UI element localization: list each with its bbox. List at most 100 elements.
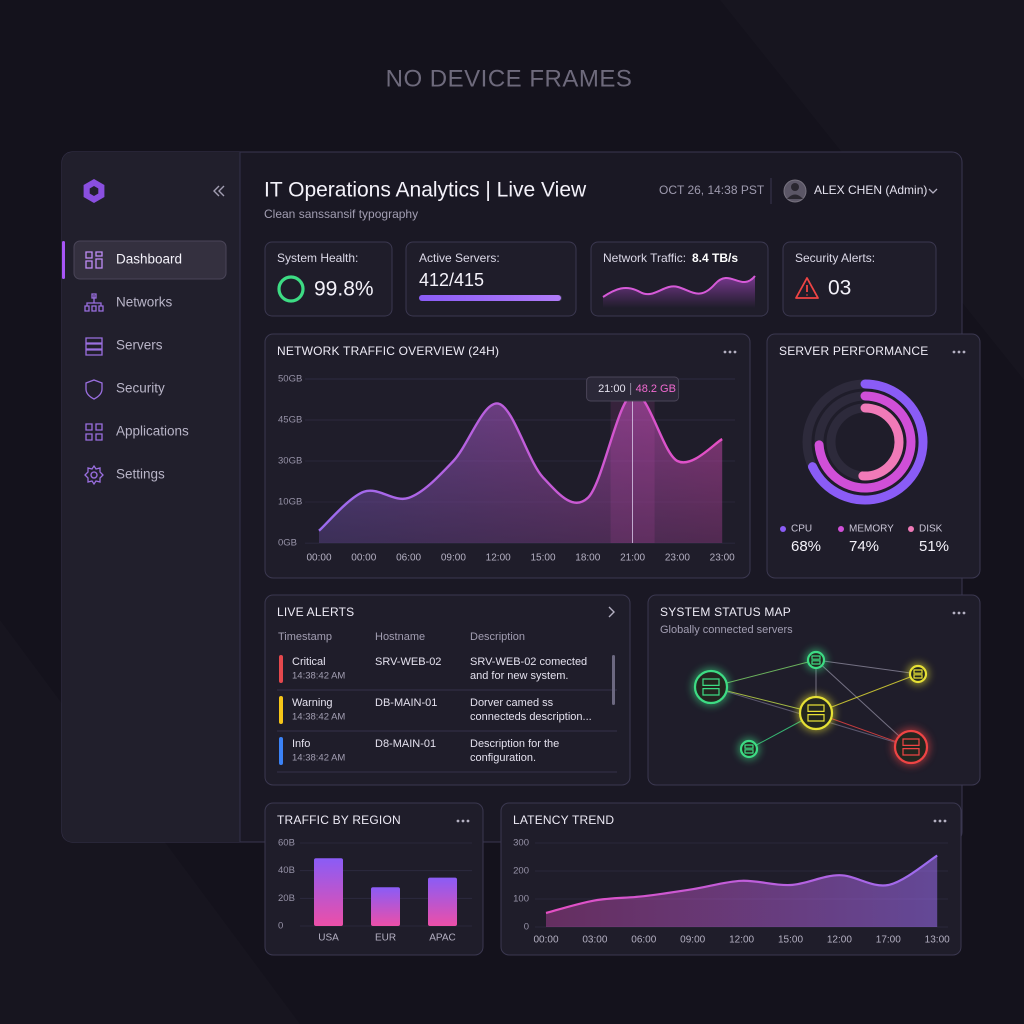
- server-node: [806, 650, 826, 670]
- progress-fill: [419, 295, 561, 301]
- x-tick-label: EUR: [375, 933, 396, 944]
- timestamp: 14:38:42 AM: [292, 753, 345, 764]
- card-menu-dot[interactable]: [957, 611, 961, 615]
- card-menu-dot[interactable]: [728, 350, 732, 354]
- kpi-value: 8.4 TB/s: [692, 251, 738, 265]
- tooltip-value: 48.2 GB: [636, 383, 676, 395]
- y-tick-label: 200: [513, 866, 529, 877]
- user-name[interactable]: ALEX CHEN (Admin): [814, 183, 927, 197]
- severity: Warning: [292, 697, 333, 709]
- kpi-value: 412/415: [419, 270, 484, 290]
- kpi-label: Security Alerts:: [795, 251, 875, 265]
- y-tick-label: 40B: [278, 865, 295, 876]
- nav-item[interactable]: Networks: [116, 295, 173, 310]
- tooltip: [586, 376, 680, 402]
- nav-item[interactable]: Dashboard: [116, 252, 182, 267]
- x-tick-label: 00:00: [533, 935, 558, 946]
- x-tick-label: 00:00: [351, 553, 376, 564]
- hostname: DB-MAIN-01: [375, 697, 437, 709]
- connection: [815, 659, 919, 675]
- card: [766, 333, 981, 579]
- description: Dorver camed ss: [470, 697, 554, 709]
- card-menu-dot[interactable]: [456, 819, 460, 823]
- severity-bar: [279, 696, 283, 724]
- legend-label: DISK: [919, 524, 943, 535]
- column-header: Description: [470, 631, 525, 643]
- card-menu-dot[interactable]: [952, 350, 956, 354]
- nav-icon: [85, 423, 103, 441]
- server-node: [798, 695, 834, 731]
- card-menu-dot[interactable]: [962, 611, 966, 615]
- card-menu-dot[interactable]: [466, 819, 470, 823]
- caption: NO DEVICE FRAMES: [386, 65, 633, 92]
- server-glyph: [811, 655, 821, 665]
- collapse-button[interactable]: [213, 185, 225, 197]
- y-tick-label: 30GB: [278, 456, 302, 467]
- server-node: [693, 669, 729, 705]
- server-node: [893, 729, 929, 765]
- area-fade: [305, 379, 735, 543]
- tooltip-time: 21:00: [598, 383, 626, 395]
- description: and for new system.: [470, 670, 568, 682]
- line: [318, 392, 723, 532]
- avatar-body: [787, 194, 803, 199]
- card-menu-dot[interactable]: [952, 611, 956, 615]
- card-subtitle: Globally connected servers: [660, 624, 793, 636]
- kpi-label: Active Servers:: [419, 251, 500, 265]
- nav-item[interactable]: Servers: [116, 338, 163, 353]
- expand-chevron[interactable]: [608, 606, 615, 618]
- column-header: Hostname: [375, 631, 425, 643]
- card-menu-dot[interactable]: [943, 819, 947, 823]
- timestamp: 14:38:42 AM: [292, 712, 345, 723]
- kpi-card: [264, 241, 393, 317]
- bar: [314, 858, 343, 926]
- nav-item[interactable]: Settings: [116, 467, 165, 482]
- hostname: D8-MAIN-01: [375, 738, 436, 750]
- kpi-card: [782, 241, 937, 317]
- x-tick-label: 09:00: [441, 553, 466, 564]
- card-menu-dot[interactable]: [938, 819, 942, 823]
- card-menu-dot[interactable]: [933, 819, 937, 823]
- server-glyph: [744, 744, 754, 754]
- x-tick-label: 06:00: [396, 553, 421, 564]
- nav-item[interactable]: Applications: [116, 424, 189, 439]
- y-tick-label: 0: [524, 922, 529, 933]
- legend-dot: [838, 526, 844, 532]
- connection: [815, 659, 912, 748]
- card-menu-dot[interactable]: [957, 350, 961, 354]
- card-menu-dot[interactable]: [962, 350, 966, 354]
- x-tick-label: USA: [318, 933, 339, 944]
- card-menu-dot[interactable]: [723, 350, 727, 354]
- health-ring: [277, 275, 305, 303]
- description: Description for the: [470, 738, 559, 750]
- bar: [371, 887, 400, 926]
- card-menu-dot[interactable]: [461, 819, 465, 823]
- nav-icon: [85, 379, 103, 400]
- server-glyph: [913, 669, 923, 679]
- card-title: LIVE ALERTS: [277, 605, 354, 619]
- card-menu-dot[interactable]: [733, 350, 737, 354]
- hostname: SRV-WEB-02: [375, 656, 441, 668]
- sparkline-area: [603, 276, 755, 308]
- y-tick-label: 300: [513, 838, 529, 849]
- legend-label: CPU: [791, 524, 812, 535]
- y-tick-label: 0: [278, 921, 283, 932]
- x-tick-label: 12:00: [827, 935, 852, 946]
- kpi-value: 03: [828, 277, 851, 300]
- nav-active-bg: [73, 240, 227, 280]
- y-tick-label: 50GB: [278, 374, 302, 385]
- nav-item[interactable]: Security: [116, 381, 165, 396]
- legend-value: 68%: [791, 538, 821, 555]
- line: [545, 854, 938, 915]
- x-tick-label: 23:00: [665, 553, 690, 564]
- description: connecteds description...: [470, 711, 592, 723]
- scrollbar[interactable]: [612, 655, 615, 705]
- ring-arc: [814, 391, 916, 493]
- y-tick-label: 0GB: [278, 538, 297, 549]
- x-tick-label: 03:00: [582, 935, 607, 946]
- user-menu-chevron[interactable]: [928, 188, 938, 194]
- x-tick-label: 06:00: [631, 935, 656, 946]
- legend-dot: [780, 526, 786, 532]
- timestamp: 14:38:42 AM: [292, 671, 345, 682]
